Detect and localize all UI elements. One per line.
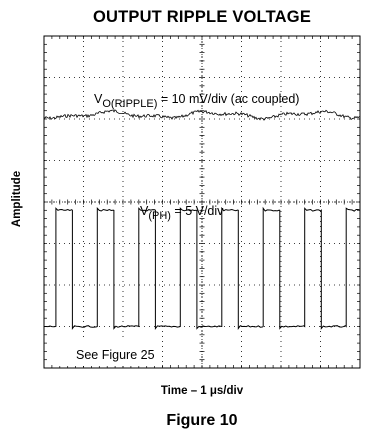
- switch-node-trace: [44, 206, 361, 331]
- see-figure-annotation: See Figure 25: [76, 348, 155, 362]
- plot-frame: [43, 35, 361, 369]
- figure-caption: Figure 10: [166, 412, 238, 429]
- ripple-scale-label: VO(RIPPLE) = 10 mV/div (ac coupled): [94, 92, 299, 110]
- x-axis-label: Time – 1 μs/div: [160, 385, 244, 397]
- ripple-trace: [43, 109, 361, 121]
- ph-scale-label: V(PH) = 5 V/div: [140, 204, 224, 222]
- grid: [43, 35, 361, 369]
- chart-title: OUTPUT RIPPLE VOLTAGE: [92, 8, 312, 26]
- annotation-background: [58, 341, 162, 366]
